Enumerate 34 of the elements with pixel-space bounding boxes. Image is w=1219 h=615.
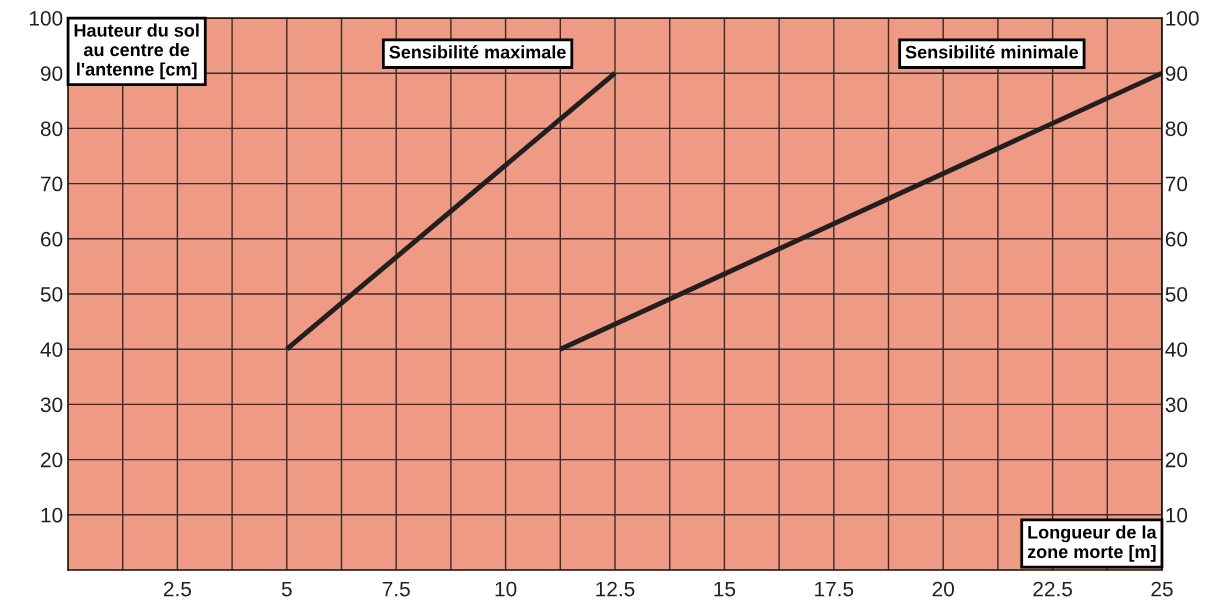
x-tick-label: 7.5 xyxy=(382,581,410,597)
y-tick-label: 100 xyxy=(29,11,63,26)
y-tick-label: 60 xyxy=(41,231,63,247)
y2-tick-label: 70 xyxy=(1165,176,1188,192)
y2-tick-label: 100 xyxy=(1166,11,1199,26)
x-tick-label: 2.5 xyxy=(163,581,192,597)
x-tick-label: 20 xyxy=(932,581,954,597)
x-tick-label: 12.5 xyxy=(596,581,635,597)
y-tick-label: 40 xyxy=(40,342,63,357)
text: Sensibilité minimale xyxy=(905,45,1079,59)
y2-tick-label: 80 xyxy=(1165,121,1188,137)
y-tick-label: 90 xyxy=(40,66,63,81)
y2-tick-label: 10 xyxy=(1166,507,1188,523)
y-tick-label: 50 xyxy=(40,287,63,302)
y-tick-label: 10 xyxy=(41,507,63,523)
y2-tick-label: 40 xyxy=(1165,342,1188,357)
y-tick-label: 70 xyxy=(41,176,63,192)
x-tick-label: 10 xyxy=(495,581,517,597)
y-tick-label: 20 xyxy=(41,452,63,468)
x-axis-title: Longueur de la zone morte [m] xyxy=(1027,525,1157,562)
x-tick-label: 25 xyxy=(1151,581,1173,597)
y2-tick-label: 60 xyxy=(1165,231,1188,247)
x-tick-label: 22.5 xyxy=(1033,581,1072,597)
y2-tick-label: 90 xyxy=(1165,66,1188,81)
x-tick-label: 5 xyxy=(281,581,292,597)
y-axis-title: Hauteur du sol au centre de l'antenne [cm] xyxy=(74,23,199,80)
y2-tick-label: 30 xyxy=(1165,397,1188,413)
y2-tick-label: 20 xyxy=(1165,452,1188,468)
x-tick-label: 17.5 xyxy=(815,581,854,597)
text: Sensibilité maximale xyxy=(389,45,566,59)
y2-tick-label: 50 xyxy=(1165,287,1188,302)
y-tick-label: 80 xyxy=(40,121,63,137)
y-tick-label: 30 xyxy=(40,397,63,413)
x-tick-label: 15 xyxy=(714,581,736,597)
